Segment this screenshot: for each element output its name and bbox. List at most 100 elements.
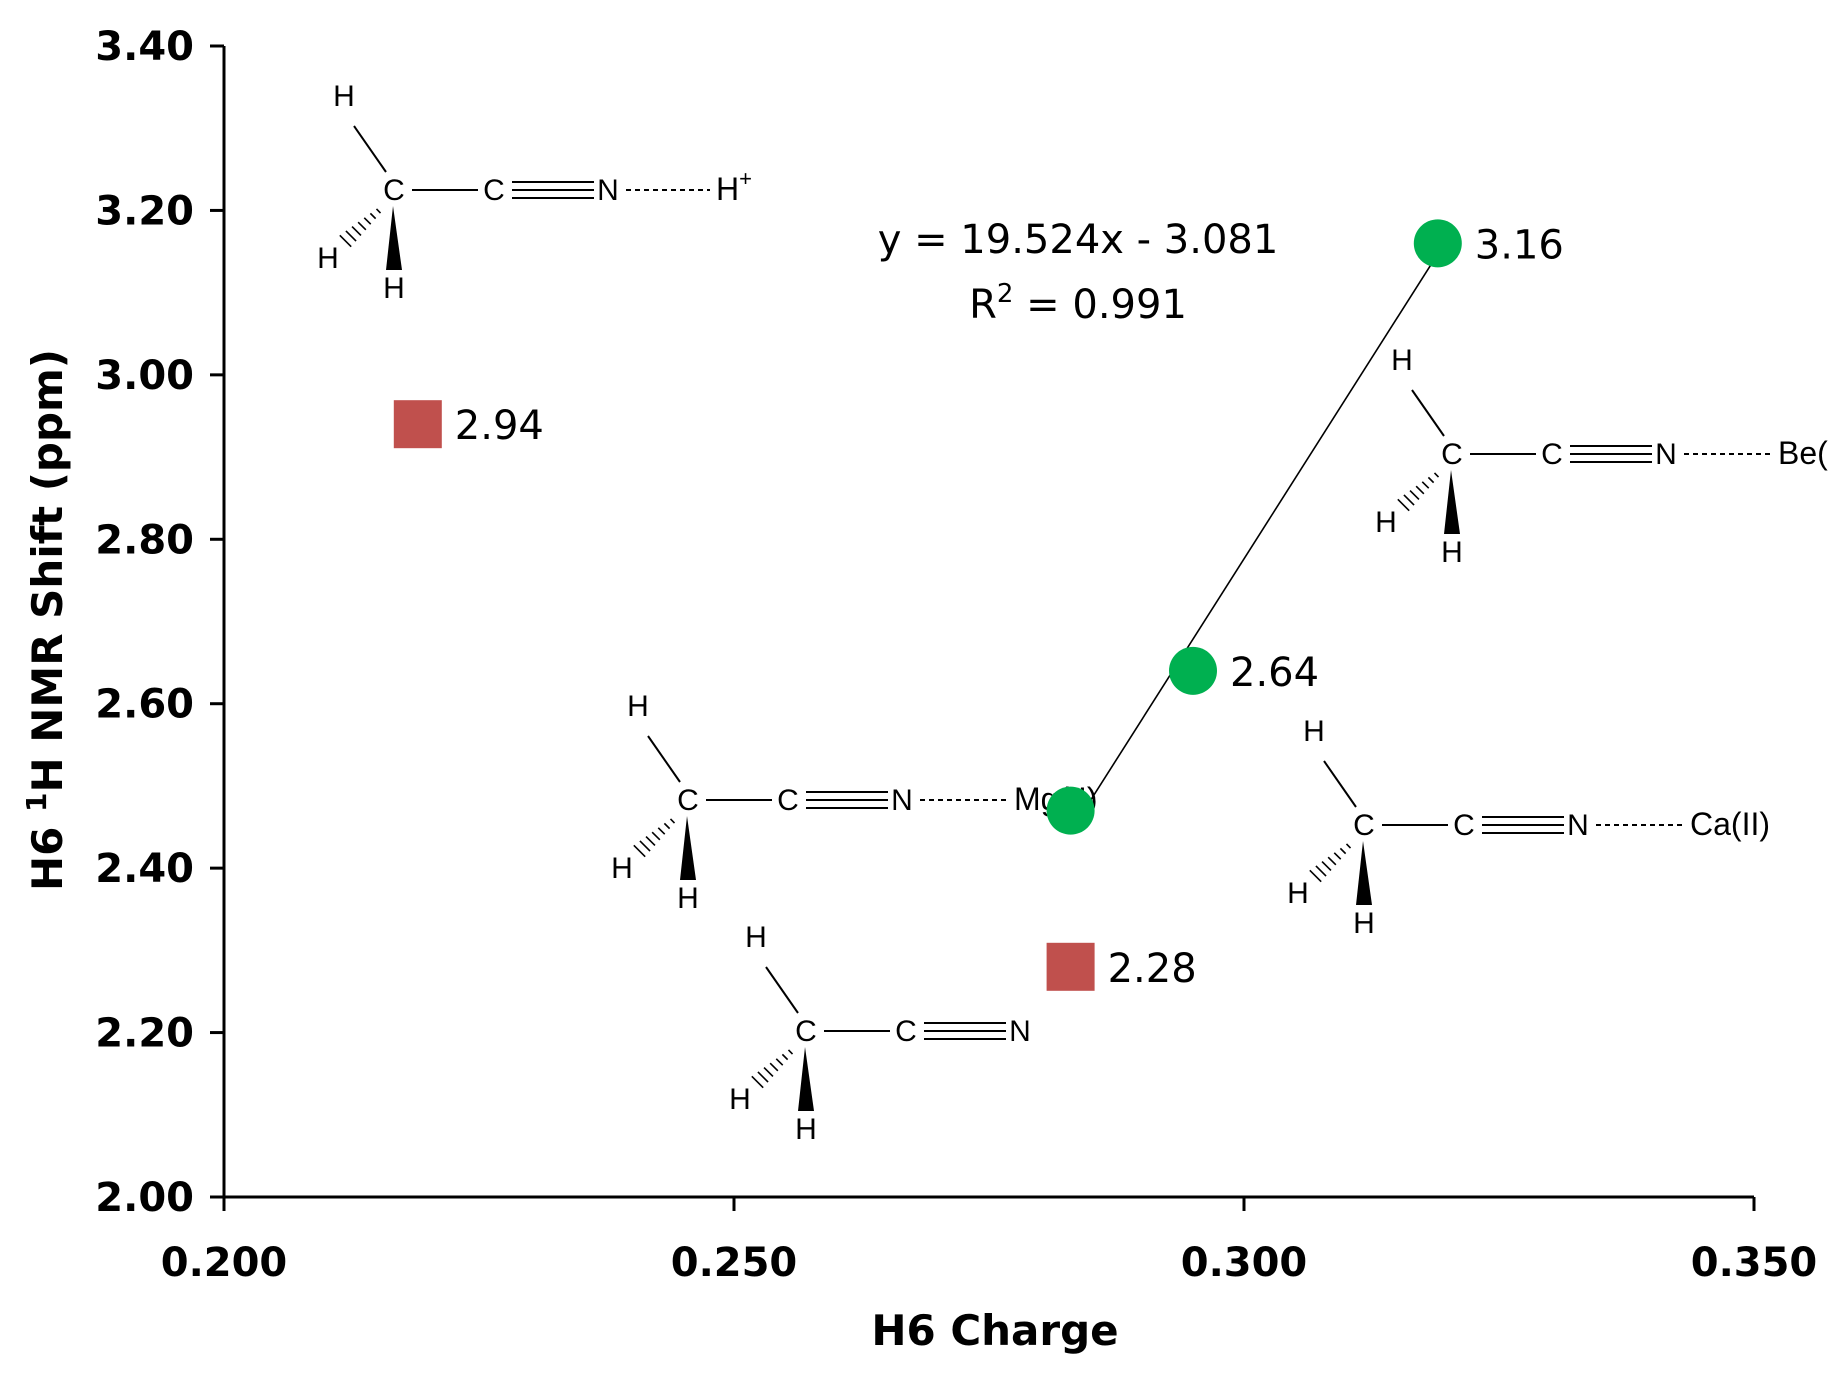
hashed-wedge-line [1345,843,1352,849]
bond-line [1323,760,1357,808]
x-axis-title: H6 Charge [871,1306,1118,1355]
solid-wedge [798,1047,814,1111]
hashed-wedge-line [1409,489,1420,501]
atom-label: H [383,272,405,305]
atom-label: N [597,174,619,207]
atom-label: C [895,1015,917,1048]
hashed-wedge-line [1339,847,1347,855]
partner-name: H [716,171,739,207]
atom-label: H [611,852,633,885]
hashed-wedge-line [769,1062,779,1072]
y-tick-label: 3.40 [95,24,194,70]
hashed-wedge-line [1327,856,1337,866]
y-axis-title-main: H6 [23,812,72,891]
data-point-label: 2.28 [1108,946,1197,992]
x-tick-label: 0.250 [671,1240,798,1286]
atom-label: C [777,784,799,817]
atom-label: C [383,174,405,207]
solid-wedge [680,816,696,880]
hashed-wedge-line [669,818,676,824]
trendline-equation: y = 19.524x - 3.081 [878,217,1279,263]
atom-label: H [333,80,355,113]
y-axis-title-superscript: 1 [20,793,53,812]
atom-label: C [1541,438,1563,471]
hashed-wedge-line [1433,472,1440,478]
hashed-wedge-line [1427,476,1435,484]
atom-label: N [1655,438,1677,471]
hashed-wedge-line [1403,494,1415,506]
partner-label: H+ [716,166,752,207]
hashed-wedge-line [1309,869,1322,883]
y-tick-label: 2.60 [95,682,194,728]
structure-layer: HCHHCNH+HCHHCNBe(II)HCHHCNMg(II)HCHHCNCa… [317,80,1829,1146]
bond-line [647,735,681,783]
hashed-wedge-line [369,212,377,220]
hashed-wedge-line [1333,852,1342,860]
atom-label: C [677,784,699,817]
partner-name: Ca(II) [1690,806,1770,842]
bond-line [765,966,799,1014]
hashed-wedge-line [775,1058,784,1066]
solid-wedge [386,206,402,270]
structure-acetonitrile-Ca: H C H H C N Ca(II) [1287,715,1770,940]
bond-line [353,125,387,173]
hashed-wedge-line [787,1049,794,1055]
data-point-square [1046,942,1095,991]
partner-label: Be(II) [1778,435,1829,471]
atom-label: H [1391,344,1413,377]
hashed-wedge-line [639,840,651,852]
hashed-wedge-line [751,1075,764,1089]
y-tick-label: 2.40 [95,846,194,892]
structure-acetonitrile-Mg: HCHHCNMg(II) [611,690,1097,915]
hashed-wedge-line [663,822,671,830]
hashed-wedge-line [1397,498,1410,512]
atom-label: H [1441,536,1463,569]
hashed-wedge-line [357,221,367,231]
data-point-label: 3.16 [1475,222,1564,268]
atom-label: H [627,690,649,723]
data-point-circle [1046,786,1095,835]
data-point-square [393,400,442,449]
y-tick-label: 2.00 [95,1175,194,1221]
hashed-wedge-line [763,1066,774,1078]
hashed-wedge-line [1415,485,1425,495]
hashed-wedge-line [339,234,352,248]
hashed-wedge-line [351,225,362,237]
solid-wedge [1356,841,1372,905]
atom-label: C [1353,809,1375,842]
bond-line [1411,389,1445,437]
trendline-r-squared: R2 = 0.991 [969,279,1187,328]
atom-label: H [745,921,767,954]
solid-wedge [1444,470,1460,534]
axes-layer: 2.00 2.20 2.40 2.60 2.80 3.00 3.20 3.40 0.200 0.2… [95,24,1817,1286]
y-axis-title: H6 1H NMR Shift (ppm) [20,349,72,891]
r-squared-superscript: 2 [997,279,1014,309]
partner-name: Be(II) [1778,435,1829,471]
r-squared-prefix: R [969,282,997,328]
atom-label: H [317,242,339,275]
structure-acetonitrile-Be: H C H H C N Be(II) [1375,344,1829,569]
data-point-label: 2.94 [455,403,544,449]
hashed-wedge-line [645,835,656,847]
atom-label: H [1303,715,1325,748]
trend-layer [1075,261,1434,825]
hashed-wedge-line [651,831,661,841]
atom-label: H [1353,907,1375,940]
data-point-circle [1413,219,1462,268]
hashed-wedge-line [1421,481,1430,489]
hashed-wedge-line [781,1053,789,1061]
label-layer: 2.64 3.16 2.94 2.28 [455,222,1564,991]
atom-label: C [483,174,505,207]
atom-label: H [729,1083,751,1116]
atom-label: H [677,882,699,915]
x-tick-label: 0.300 [1181,1240,1308,1286]
partner-label: Ca(II) [1690,806,1770,842]
marker-layer [393,219,1462,991]
y-tick-label: 3.00 [95,353,194,399]
structure-acetonitrile-free: H C H H C N [729,921,1031,1146]
y-axis-title-rest: H NMR Shift (ppm) [23,349,72,792]
data-point-circle [1169,646,1217,695]
hashed-wedge-line [345,230,357,242]
atom-label: H [1287,877,1309,910]
